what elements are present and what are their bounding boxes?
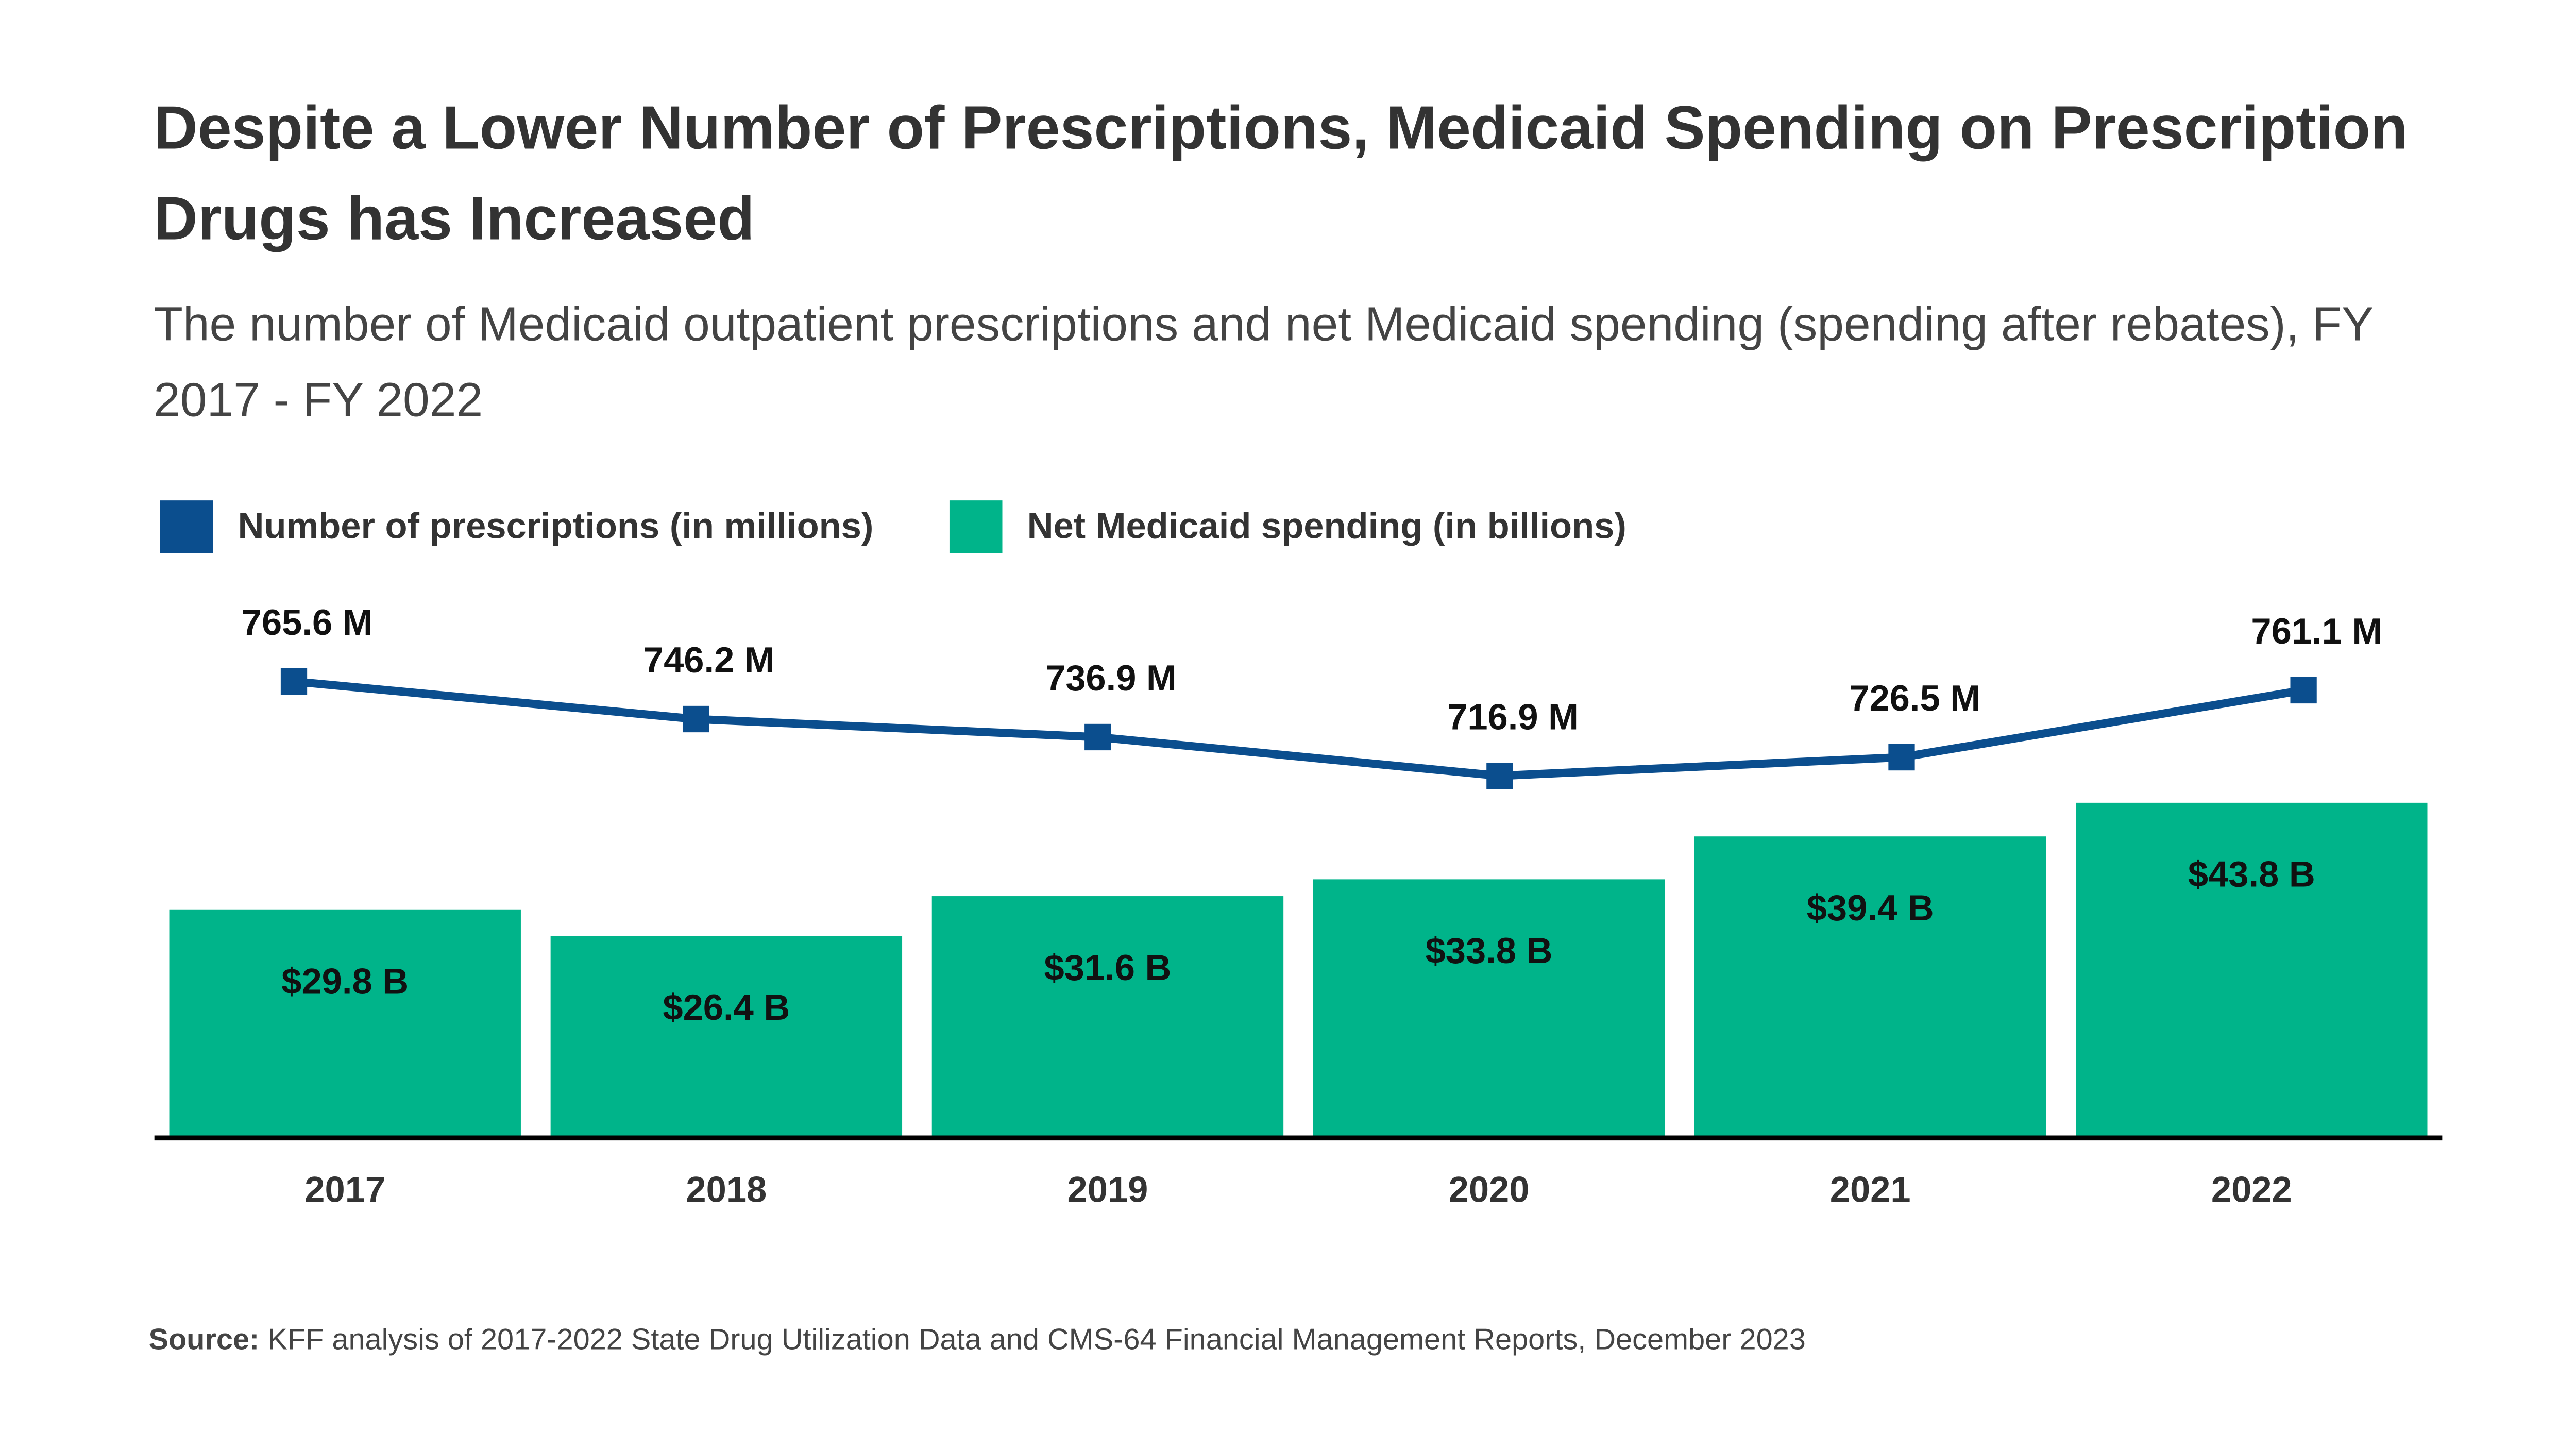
bar bbox=[2076, 802, 2428, 1138]
bar-value-label: $33.8 B bbox=[1426, 930, 1553, 971]
legend-swatch bbox=[160, 500, 213, 553]
line-marker bbox=[2290, 677, 2317, 704]
bar bbox=[169, 909, 521, 1138]
line bbox=[293, 677, 2304, 780]
bar bbox=[550, 936, 903, 1138]
line-value-label: 716.9 M bbox=[1447, 696, 1579, 737]
bar-value-label: $29.8 B bbox=[281, 961, 409, 1002]
x-tick-label: 2022 bbox=[2211, 1169, 2292, 1210]
chart-title: Despite a Lower Number of Prescriptions,… bbox=[154, 94, 2408, 253]
line-marker bbox=[682, 705, 709, 733]
legend-swatch bbox=[949, 500, 1003, 553]
line-marker bbox=[280, 668, 308, 695]
x-tick-label: 2017 bbox=[304, 1169, 385, 1210]
line-value-label: 726.5 M bbox=[1849, 678, 1980, 718]
x-tick-label: 2021 bbox=[1830, 1169, 1911, 1210]
source-text: KFF analysis of 2017-2022 State Drug Uti… bbox=[267, 1323, 1806, 1356]
source-label: Source: bbox=[148, 1323, 260, 1356]
bar-value-label: $26.4 B bbox=[663, 987, 790, 1027]
x-tick-label: 2018 bbox=[686, 1169, 767, 1210]
bar-value-label: $39.4 B bbox=[1807, 887, 1934, 928]
line-marker bbox=[1486, 763, 1513, 789]
x-tick-label: 2020 bbox=[1449, 1169, 1530, 1210]
line-value-label: 746.2 M bbox=[643, 639, 775, 680]
bar-value-label: $31.6 B bbox=[1044, 947, 1171, 988]
line-value-label: 765.6 M bbox=[242, 602, 373, 643]
legend-label: Net Medicaid spending (in billions) bbox=[1027, 505, 1626, 546]
bar bbox=[931, 896, 1284, 1138]
x-tick-label: 2019 bbox=[1067, 1169, 1148, 1210]
line-value-label: 761.1 M bbox=[2251, 611, 2382, 651]
bar bbox=[1313, 879, 1665, 1138]
legend-label: Number of prescriptions (in millions) bbox=[238, 505, 874, 546]
bar-value-label: $43.8 B bbox=[2188, 854, 2315, 895]
line-marker bbox=[1084, 723, 1111, 751]
bar bbox=[1694, 836, 2046, 1138]
line-marker bbox=[1888, 744, 1915, 771]
line-value-label: 736.9 M bbox=[1045, 658, 1177, 698]
source: Source: KFF analysis of 2017-2022 State … bbox=[148, 1323, 1805, 1357]
chart-subtitle: The number of Medicaid outpatient prescr… bbox=[154, 299, 2373, 428]
